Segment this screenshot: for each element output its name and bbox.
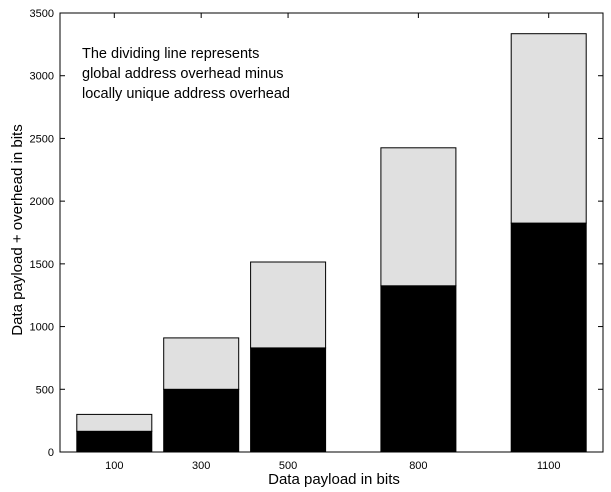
y-tick-label-3000: 3000: [30, 71, 54, 83]
y-tick-label-1000: 1000: [30, 322, 54, 334]
annotation-line-1: The dividing line represents: [82, 46, 259, 62]
bar-segment-500-upper: [250, 261, 327, 349]
bar-segment-300-upper: [163, 337, 240, 390]
y-tick-label-2000: 2000: [30, 196, 54, 208]
y-tick-label-500: 500: [36, 384, 54, 396]
bar-segment-800-lower: [380, 285, 457, 453]
bar-segment-500-lower: [250, 347, 327, 453]
y-axis-label: Data payload + overhead in bits: [9, 124, 26, 335]
bar-segment-100-upper: [76, 413, 153, 432]
x-axis-label: Data payload in bits: [268, 471, 400, 488]
bars-layer: [76, 33, 587, 453]
bar-segment-800-upper: [380, 147, 457, 287]
x-tick-label-300: 300: [192, 460, 210, 472]
x-tick-label-500: 500: [279, 460, 297, 472]
y-tick-label-1500: 1500: [30, 259, 54, 271]
annotation-line-3: locally unique address overhead: [82, 86, 290, 102]
bar-segment-1100-lower: [510, 222, 587, 453]
x-tick-label-100: 100: [105, 460, 123, 472]
plot-frame: [59, 12, 604, 453]
bar-segment-1100-upper: [510, 33, 587, 224]
chart-annotation: The dividing line represents global addr…: [82, 46, 290, 102]
bar-segment-300-lower: [163, 388, 240, 453]
x-tick-label-1100: 1100: [537, 460, 561, 472]
annotation-line-2: global address overhead minus: [82, 66, 284, 82]
x-tick-label-800: 800: [409, 460, 427, 472]
y-tick-label-2500: 2500: [30, 133, 54, 145]
ticks-layer: 0 500 1000 1500 2000 2500 3000 3500 100 300 500 800…: [30, 8, 603, 472]
y-tick-label-0: 0: [48, 447, 54, 459]
y-tick-label-3500: 3500: [30, 8, 54, 20]
